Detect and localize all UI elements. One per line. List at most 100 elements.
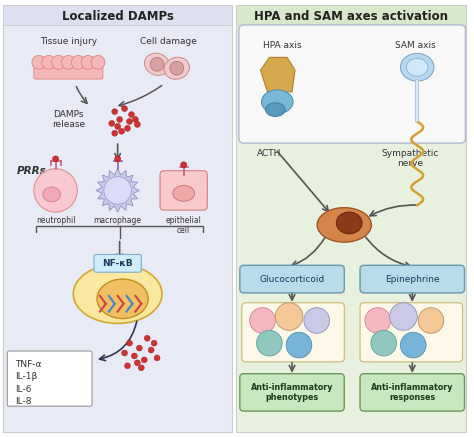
FancyBboxPatch shape [240, 265, 344, 293]
Circle shape [128, 111, 135, 118]
FancyBboxPatch shape [3, 5, 232, 432]
Circle shape [104, 177, 131, 204]
Circle shape [170, 61, 183, 75]
Circle shape [365, 308, 391, 333]
Ellipse shape [265, 103, 285, 117]
FancyBboxPatch shape [7, 351, 92, 406]
Circle shape [32, 55, 46, 69]
Circle shape [275, 303, 303, 330]
Circle shape [115, 156, 120, 162]
Circle shape [53, 156, 58, 162]
Circle shape [127, 340, 132, 346]
Circle shape [42, 55, 55, 69]
Circle shape [122, 350, 128, 356]
Circle shape [115, 123, 120, 129]
Circle shape [138, 365, 144, 371]
Circle shape [148, 347, 154, 353]
Circle shape [286, 332, 312, 358]
Polygon shape [96, 169, 139, 212]
Text: Anti-inflammatory
responses: Anti-inflammatory responses [371, 383, 454, 402]
Circle shape [34, 169, 77, 212]
Circle shape [369, 312, 382, 324]
Text: HPA axis: HPA axis [263, 41, 301, 50]
Circle shape [135, 360, 140, 366]
Circle shape [154, 355, 160, 361]
Text: ACTH: ACTH [257, 149, 282, 158]
Circle shape [81, 55, 95, 69]
FancyBboxPatch shape [3, 5, 232, 25]
FancyBboxPatch shape [160, 171, 207, 210]
Text: SAM axis: SAM axis [395, 41, 436, 50]
Circle shape [132, 117, 138, 122]
Circle shape [280, 307, 293, 321]
Circle shape [112, 130, 118, 136]
Circle shape [418, 308, 444, 333]
Circle shape [308, 312, 320, 324]
Ellipse shape [164, 57, 190, 79]
FancyBboxPatch shape [236, 5, 466, 432]
Text: DAMPs
release: DAMPs release [52, 110, 85, 129]
Text: TNF-α
IL-1β
IL-6
IL-8: TNF-α IL-1β IL-6 IL-8 [15, 360, 42, 406]
Text: Anti-inflammatory
phenotypes: Anti-inflammatory phenotypes [251, 383, 333, 402]
Text: NF-κB: NF-κB [102, 259, 133, 268]
Circle shape [125, 125, 130, 131]
Ellipse shape [317, 208, 371, 242]
Circle shape [150, 57, 164, 71]
Text: Localized DAMPs: Localized DAMPs [62, 10, 173, 23]
Ellipse shape [337, 212, 362, 234]
Circle shape [422, 312, 435, 324]
Circle shape [135, 121, 140, 127]
FancyBboxPatch shape [236, 5, 466, 25]
FancyBboxPatch shape [360, 265, 465, 293]
Circle shape [404, 336, 417, 349]
Circle shape [72, 55, 85, 69]
Text: epithelial
cell: epithelial cell [166, 216, 201, 236]
Circle shape [260, 334, 273, 347]
Text: Glucocorticoid: Glucocorticoid [259, 274, 325, 284]
Ellipse shape [401, 53, 434, 81]
Text: PRRs: PRRs [17, 166, 47, 176]
Circle shape [125, 363, 130, 369]
Circle shape [91, 55, 105, 69]
Circle shape [256, 330, 282, 356]
Circle shape [117, 117, 123, 122]
Polygon shape [261, 57, 295, 92]
Text: Tissue injury: Tissue injury [40, 37, 97, 46]
Circle shape [181, 162, 187, 168]
Circle shape [390, 303, 417, 330]
FancyBboxPatch shape [360, 303, 463, 362]
Circle shape [144, 335, 150, 341]
Ellipse shape [43, 187, 61, 202]
Ellipse shape [262, 90, 293, 114]
Ellipse shape [173, 185, 194, 201]
FancyBboxPatch shape [360, 374, 465, 411]
Circle shape [254, 312, 266, 324]
Circle shape [401, 332, 426, 358]
Circle shape [109, 121, 115, 126]
FancyBboxPatch shape [239, 25, 465, 143]
FancyBboxPatch shape [242, 303, 344, 362]
Text: Cell damage: Cell damage [140, 37, 197, 46]
Circle shape [250, 308, 275, 333]
Circle shape [62, 55, 75, 69]
Circle shape [122, 106, 128, 111]
Text: Epinephrine: Epinephrine [385, 274, 439, 284]
Circle shape [112, 109, 118, 114]
Text: Sympathetic
nerve: Sympathetic nerve [382, 149, 439, 168]
FancyBboxPatch shape [94, 254, 141, 272]
FancyBboxPatch shape [34, 61, 103, 79]
Circle shape [131, 353, 137, 359]
Circle shape [304, 308, 329, 333]
Circle shape [394, 307, 408, 321]
Text: neutrophil: neutrophil [36, 216, 75, 225]
FancyBboxPatch shape [240, 374, 344, 411]
Circle shape [127, 118, 132, 125]
Ellipse shape [145, 53, 170, 76]
Circle shape [137, 345, 142, 351]
Circle shape [151, 340, 157, 346]
Ellipse shape [97, 279, 148, 319]
Circle shape [52, 55, 65, 69]
Text: macrophage: macrophage [94, 216, 142, 225]
Text: HPA and SAM axes activation: HPA and SAM axes activation [254, 10, 448, 23]
Circle shape [375, 334, 388, 347]
